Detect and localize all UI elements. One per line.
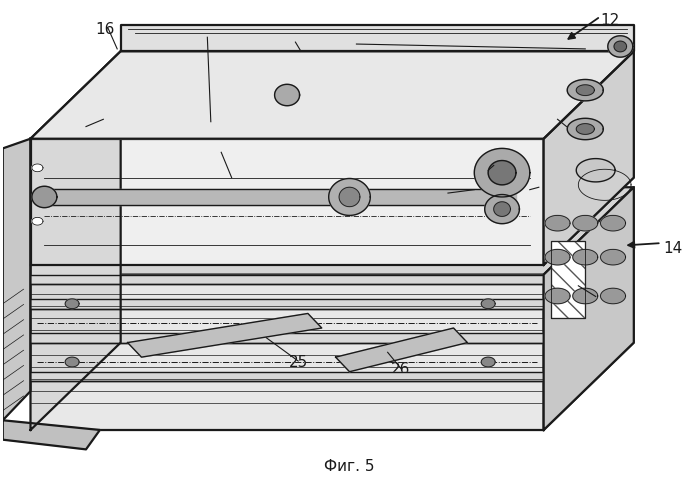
Text: 25: 25: [289, 355, 308, 370]
Polygon shape: [32, 218, 43, 225]
Polygon shape: [339, 187, 360, 207]
Polygon shape: [31, 274, 544, 430]
Polygon shape: [545, 288, 570, 304]
Polygon shape: [275, 84, 300, 106]
Text: 11: 11: [65, 122, 85, 136]
Polygon shape: [32, 164, 43, 172]
Polygon shape: [544, 187, 634, 430]
Polygon shape: [31, 372, 544, 382]
Polygon shape: [614, 41, 626, 52]
Text: 13: 13: [569, 279, 588, 295]
Polygon shape: [576, 159, 615, 182]
Polygon shape: [484, 194, 519, 224]
Polygon shape: [31, 138, 544, 265]
Polygon shape: [551, 241, 585, 318]
Polygon shape: [544, 187, 634, 430]
Polygon shape: [121, 25, 634, 52]
Text: 9: 9: [352, 38, 361, 53]
Polygon shape: [336, 328, 468, 372]
Polygon shape: [31, 187, 634, 274]
Text: 16: 16: [96, 22, 115, 37]
Polygon shape: [475, 148, 530, 197]
Polygon shape: [493, 202, 510, 217]
Polygon shape: [65, 299, 79, 309]
Polygon shape: [488, 161, 516, 185]
Polygon shape: [32, 186, 57, 208]
Polygon shape: [31, 52, 121, 430]
Text: Фиг. 5: Фиг. 5: [324, 459, 375, 474]
Polygon shape: [572, 249, 598, 265]
Polygon shape: [31, 299, 544, 309]
Polygon shape: [568, 80, 603, 101]
Polygon shape: [545, 216, 570, 231]
Polygon shape: [544, 52, 634, 265]
Polygon shape: [44, 189, 516, 205]
Text: 10: 10: [495, 161, 514, 176]
Polygon shape: [600, 216, 626, 231]
Text: 12: 12: [600, 13, 620, 28]
Text: 14: 14: [663, 241, 682, 256]
Text: 10: 10: [540, 182, 559, 197]
Text: 15: 15: [198, 31, 217, 46]
Polygon shape: [31, 52, 634, 138]
Text: 16: 16: [286, 36, 305, 51]
Polygon shape: [600, 288, 626, 304]
Polygon shape: [600, 249, 626, 265]
Polygon shape: [545, 249, 570, 265]
Polygon shape: [128, 313, 322, 357]
Polygon shape: [329, 179, 370, 216]
Text: 15,1: 15,1: [449, 188, 480, 202]
Polygon shape: [572, 288, 598, 304]
Polygon shape: [31, 333, 544, 343]
Polygon shape: [608, 36, 633, 57]
Polygon shape: [31, 52, 634, 138]
Polygon shape: [3, 420, 100, 449]
Text: 8: 8: [217, 146, 226, 161]
Polygon shape: [3, 138, 31, 420]
Text: 26: 26: [391, 362, 410, 377]
Polygon shape: [572, 216, 598, 231]
Polygon shape: [31, 274, 544, 284]
Text: 11: 11: [568, 122, 587, 136]
Polygon shape: [544, 52, 634, 265]
Polygon shape: [481, 299, 495, 309]
Polygon shape: [65, 357, 79, 367]
Polygon shape: [568, 118, 603, 139]
Polygon shape: [576, 85, 594, 95]
Polygon shape: [481, 357, 495, 367]
Polygon shape: [576, 124, 594, 135]
